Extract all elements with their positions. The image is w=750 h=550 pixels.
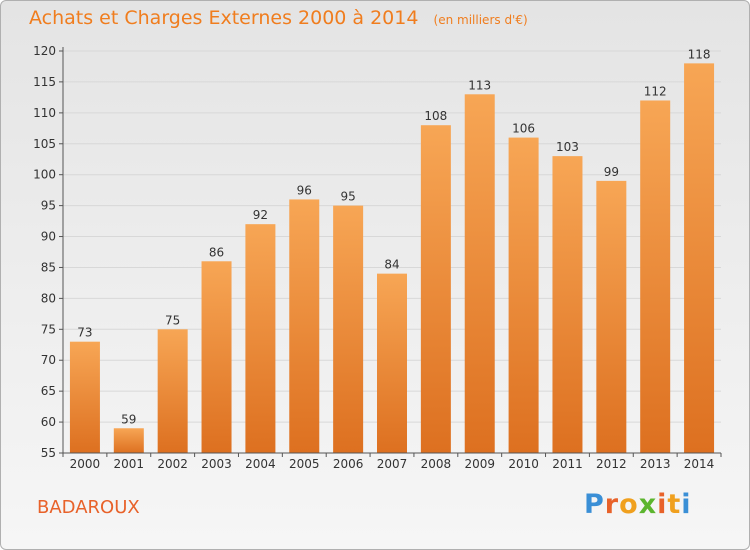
value-label-2006: 95 bbox=[340, 190, 355, 204]
x-tick-label-2009: 2009 bbox=[464, 457, 495, 471]
x-tick-label-2012: 2012 bbox=[596, 457, 627, 471]
y-tick-label: 115 bbox=[33, 75, 56, 89]
x-tick-label-2008: 2008 bbox=[421, 457, 452, 471]
value-label-2012: 99 bbox=[604, 165, 619, 179]
brand-letter: t bbox=[667, 489, 682, 520]
x-tick-label-2007: 2007 bbox=[377, 457, 408, 471]
x-tick-label-2014: 2014 bbox=[684, 457, 715, 471]
axes: 55 60 65 70 75 80 85 90 95 100 105 110 115 120 2000 200… bbox=[33, 44, 722, 471]
bar-2006 bbox=[333, 205, 364, 453]
value-label-2005: 96 bbox=[297, 183, 312, 197]
brand-letter: i bbox=[681, 489, 692, 520]
x-tick-label-2000: 2000 bbox=[70, 457, 101, 471]
value-label-2001: 59 bbox=[121, 412, 136, 426]
brand-letter: P bbox=[584, 489, 605, 520]
y-tick-label: 60 bbox=[41, 415, 56, 429]
bar-2002 bbox=[157, 329, 188, 453]
y-tick-label: 120 bbox=[33, 44, 56, 58]
bar-2012 bbox=[596, 180, 627, 453]
commune-name: BADAROUX bbox=[37, 497, 140, 518]
bar-2000 bbox=[69, 341, 100, 453]
brand-letter: o bbox=[619, 489, 639, 520]
value-label-2010: 106 bbox=[512, 122, 535, 136]
bar-2003 bbox=[201, 261, 232, 453]
bar-2009 bbox=[464, 94, 495, 454]
y-tick-label: 105 bbox=[33, 137, 56, 151]
y-tick-label: 80 bbox=[41, 291, 56, 305]
x-tick-label-2013: 2013 bbox=[640, 457, 671, 471]
y-tick-label: 85 bbox=[41, 260, 56, 274]
bar-2010 bbox=[508, 137, 539, 454]
bar-2005 bbox=[289, 199, 320, 453]
value-label-2013: 112 bbox=[644, 84, 667, 98]
brand-letter: x bbox=[638, 489, 658, 520]
value-label-2007: 84 bbox=[384, 258, 399, 272]
bar-2007 bbox=[377, 273, 407, 453]
chart-title: Achats et Charges Externes 2000 à 2014 bbox=[29, 7, 419, 29]
title-row: Achats et Charges Externes 2000 à 2014 (… bbox=[29, 7, 528, 29]
value-label-2003: 86 bbox=[209, 245, 224, 259]
value-label-2009: 113 bbox=[468, 78, 491, 92]
x-tick-label-2005: 2005 bbox=[289, 457, 320, 471]
x-tick-label-2004: 2004 bbox=[245, 457, 276, 471]
y-tick-label: 90 bbox=[41, 230, 56, 244]
bar-2008 bbox=[420, 125, 451, 453]
bar-2013 bbox=[640, 100, 671, 453]
value-label-2011: 103 bbox=[556, 140, 579, 154]
bar-2011 bbox=[552, 156, 583, 453]
x-tick-label-2011: 2011 bbox=[552, 457, 583, 471]
value-label-2014: 118 bbox=[688, 47, 711, 61]
y-tick-label: 110 bbox=[33, 106, 56, 120]
value-label-2000: 73 bbox=[77, 326, 92, 340]
bar-2004 bbox=[245, 224, 276, 453]
x-tick-label-2001: 2001 bbox=[114, 457, 145, 471]
y-tick-label: 55 bbox=[41, 446, 56, 460]
x-tick-label-2006: 2006 bbox=[333, 457, 364, 471]
x-tick-label-2002: 2002 bbox=[157, 457, 188, 471]
brand-letter: i bbox=[657, 489, 668, 520]
y-tick-label: 70 bbox=[41, 353, 56, 367]
x-tick-label-2010: 2010 bbox=[508, 457, 539, 471]
proxiti-logo: Proxiti bbox=[584, 489, 692, 520]
y-tick-label: 95 bbox=[41, 199, 56, 213]
value-label-2008: 108 bbox=[424, 109, 447, 123]
y-tick-label: 100 bbox=[33, 168, 56, 182]
value-label-2004: 92 bbox=[253, 208, 268, 222]
x-tick-label-2003: 2003 bbox=[201, 457, 232, 471]
value-label-2002: 75 bbox=[165, 313, 180, 327]
bar-2014 bbox=[684, 63, 715, 453]
chart-subtitle: (en milliers d'€) bbox=[433, 13, 528, 27]
brand-letter: r bbox=[604, 489, 620, 520]
bars: 73 59 75 86 92 96 95 84 108 113 106 103 99 112 118 bbox=[69, 47, 715, 454]
y-tick-label: 65 bbox=[41, 384, 56, 398]
y-tick-label: 75 bbox=[41, 322, 56, 336]
bar-2001 bbox=[113, 428, 144, 453]
